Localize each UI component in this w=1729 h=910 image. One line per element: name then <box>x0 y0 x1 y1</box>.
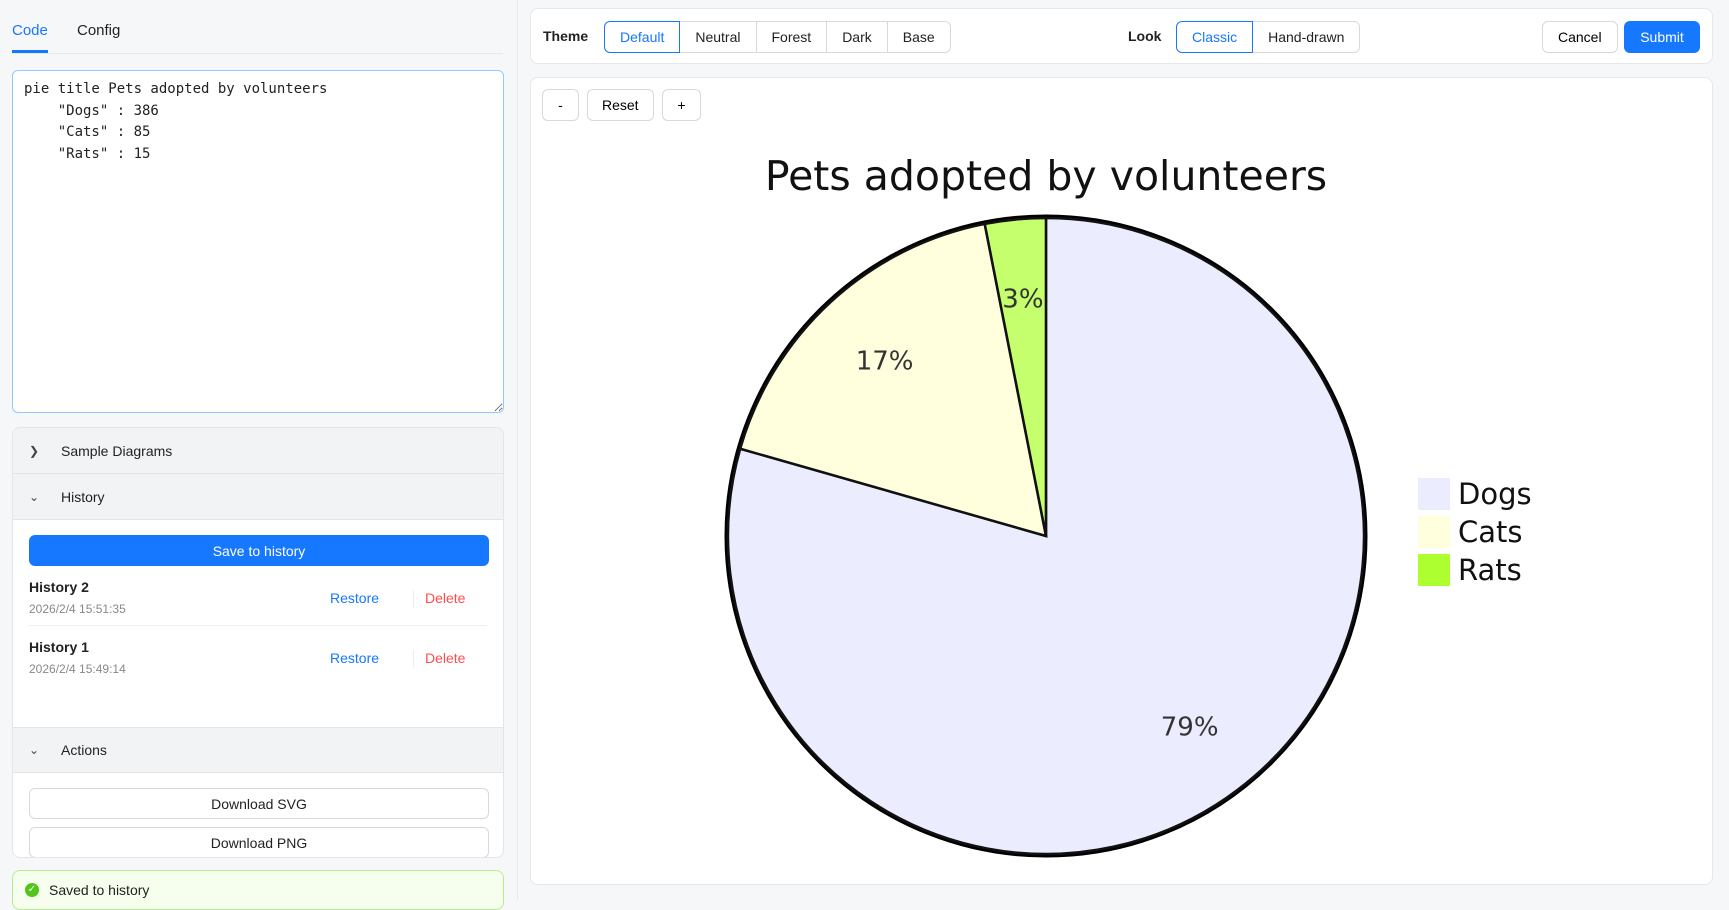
saved-message: Saved to history <box>49 882 150 898</box>
slice-label: 79% <box>1161 712 1219 742</box>
delete-button[interactable]: Delete <box>425 650 466 666</box>
look-selector: Classic Hand-drawn <box>1176 21 1361 53</box>
history-item: History 2 2026/2/4 15:51:35 Restore Dele… <box>29 566 487 626</box>
slice-label: 17% <box>856 346 914 376</box>
slice-label: 3% <box>1002 285 1043 315</box>
theme-base[interactable]: Base <box>886 21 951 53</box>
download-png-button[interactable]: Download PNG <box>29 827 489 857</box>
preview-canvas: - Reset + Pets adopted by volunteers 79%… <box>530 77 1713 885</box>
divider <box>413 590 414 608</box>
restore-button[interactable]: Restore <box>330 650 380 666</box>
chart-title: Pets adopted by volunteers <box>765 152 1327 200</box>
history-header[interactable]: ⌄ History <box>13 474 503 520</box>
history-title: History 1 <box>29 639 89 655</box>
pie-slice-dogs <box>726 216 1366 856</box>
delete-button[interactable]: Delete <box>425 590 466 606</box>
theme-dark[interactable]: Dark <box>826 21 888 53</box>
theme-neutral[interactable]: Neutral <box>679 21 757 53</box>
theme-default[interactable]: Default <box>604 21 681 53</box>
saved-notification: ✓ Saved to history <box>12 870 504 910</box>
zoom-reset-button[interactable]: Reset <box>587 89 654 121</box>
download-svg-button[interactable]: Download SVG <box>29 788 489 819</box>
toolbar: Theme Default Neutral Forest Dark Base L… <box>530 8 1713 64</box>
history-body: Save to history History 2 2026/2/4 15:51… <box>13 535 503 727</box>
save-to-history-button[interactable]: Save to history <box>29 535 489 566</box>
legend-swatch <box>1418 554 1450 586</box>
cancel-button[interactable]: Cancel <box>1542 21 1618 53</box>
legend-label: Cats <box>1458 515 1523 549</box>
editor-tabs: Code Config <box>12 18 503 54</box>
history-date: 2026/2/4 15:49:14 <box>29 662 126 676</box>
look-classic[interactable]: Classic <box>1176 21 1254 53</box>
theme-selector: Default Neutral Forest Dark Base <box>604 21 951 53</box>
chevron-down-icon: ⌄ <box>29 743 40 757</box>
pie-outline <box>724 214 1368 858</box>
editor-panel: Code Config pie title Pets adopted by vo… <box>0 0 518 910</box>
theme-forest[interactable]: Forest <box>755 21 828 53</box>
tab-config[interactable]: Config <box>77 22 121 39</box>
legend-swatch <box>1418 478 1450 510</box>
check-circle-icon: ✓ <box>25 883 39 897</box>
side-collapse: ❯ Sample Diagrams ⌄ History Save to histor… <box>12 427 504 858</box>
history-date: 2026/2/4 15:51:35 <box>29 602 126 616</box>
tab-code[interactable]: Code <box>12 22 48 53</box>
look-hand-drawn[interactable]: Hand-drawn <box>1252 21 1361 53</box>
zoom-in-button[interactable]: + <box>662 89 701 121</box>
history-title: History 2 <box>29 579 89 595</box>
sample-diagrams-label: Sample Diagrams <box>61 442 173 459</box>
history-label: History <box>61 488 105 505</box>
actions-label: Actions <box>61 742 107 758</box>
sample-diagrams-header[interactable]: ❯ Sample Diagrams <box>13 428 503 474</box>
restore-button[interactable]: Restore <box>330 590 380 606</box>
legend-swatch <box>1418 516 1450 548</box>
legend-label: Rats <box>1458 553 1522 587</box>
chevron-right-icon: ❯ <box>29 443 40 458</box>
submit-button[interactable]: Submit <box>1624 21 1700 53</box>
chevron-down-icon: ⌄ <box>29 489 40 504</box>
history-item: History 1 2026/2/4 15:49:14 Restore Dele… <box>29 626 487 686</box>
actions-header[interactable]: ⌄ Actions <box>13 727 503 773</box>
pie-slice-rats <box>983 216 1048 537</box>
look-label: Look <box>1128 28 1162 44</box>
theme-label: Theme <box>543 28 589 44</box>
pie-chart: Pets adopted by volunteers 79% 17% 3% Dogs C… <box>724 152 1532 858</box>
pie-slice-cats <box>738 222 1048 538</box>
legend-label: Dogs <box>1458 477 1532 511</box>
zoom-out-button[interactable]: - <box>542 89 579 121</box>
code-editor[interactable]: pie title Pets adopted by volunteers "Do… <box>12 70 504 413</box>
divider <box>413 650 414 668</box>
